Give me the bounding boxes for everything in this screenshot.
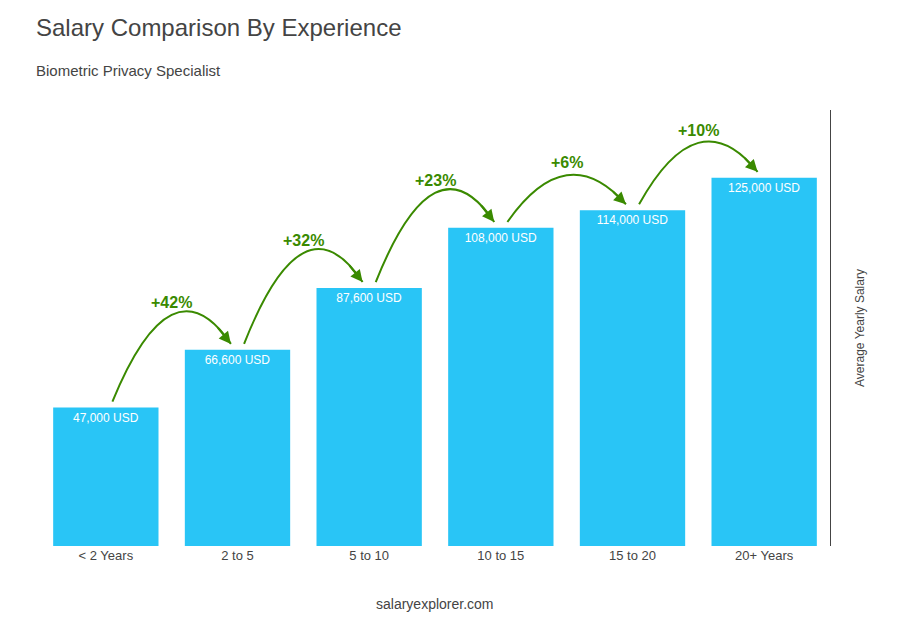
svg-text:47,000 USD: 47,000 USD (73, 411, 139, 425)
svg-text:20+ Years: 20+ Years (735, 548, 794, 563)
svg-text:125,000 USD: 125,000 USD (728, 181, 800, 195)
svg-text:Salary Comparison By Experienc: Salary Comparison By Experience (36, 14, 402, 41)
svg-text:+6%: +6% (551, 154, 583, 171)
svg-text:10 to 15: 10 to 15 (477, 548, 524, 563)
svg-text:Average Yearly Salary: Average Yearly Salary (853, 269, 867, 387)
svg-text:+42%: +42% (151, 294, 192, 311)
svg-text:87,600 USD: 87,600 USD (336, 291, 402, 305)
svg-text:+32%: +32% (283, 232, 324, 249)
svg-text:5 to 10: 5 to 10 (349, 548, 389, 563)
svg-text:< 2 Years: < 2 Years (79, 548, 134, 563)
svg-text:Biometric Privacy Specialist: Biometric Privacy Specialist (36, 62, 221, 79)
svg-text:+23%: +23% (415, 172, 456, 189)
svg-text:+10%: +10% (678, 122, 719, 139)
svg-text:salaryexplorer.com: salaryexplorer.com (376, 596, 494, 612)
svg-text:66,600 USD: 66,600 USD (205, 353, 271, 367)
svg-text:114,000 USD: 114,000 USD (597, 213, 668, 227)
svg-text:2 to 5: 2 to 5 (221, 548, 254, 563)
svg-text:15 to 20: 15 to 20 (609, 548, 656, 563)
svg-text:108,000 USD: 108,000 USD (465, 231, 537, 245)
